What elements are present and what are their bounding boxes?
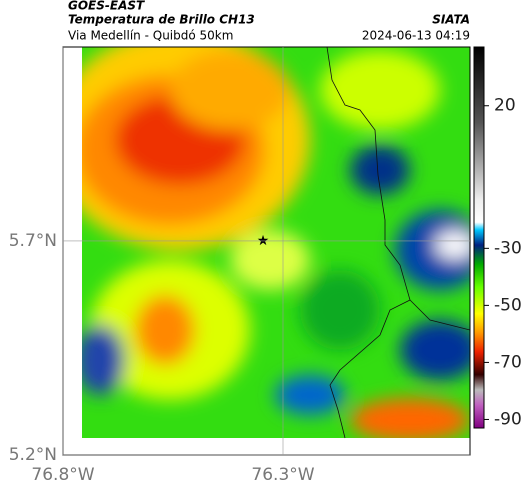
source: SIATA bbox=[432, 13, 470, 27]
datetime: 2024-06-13 04:19 bbox=[362, 29, 470, 43]
colorbar-tick-label: -70 bbox=[494, 352, 522, 372]
boundary bbox=[326, 46, 411, 439]
lon-tick-label: 76.3°W bbox=[251, 465, 314, 485]
colorbar-tick-label: 20 bbox=[494, 96, 516, 116]
colorbar-tick-label: -50 bbox=[494, 295, 522, 315]
colorbar-tick-label: -30 bbox=[494, 238, 522, 258]
product: Temperatura de Brillo CH13 bbox=[68, 13, 255, 27]
region: Via Medellín - Quibdó 50km bbox=[68, 29, 233, 43]
colorbar bbox=[473, 46, 485, 429]
colorbar-tick-label: -90 bbox=[494, 409, 522, 429]
lon-tick-label: 76.8°W bbox=[31, 465, 94, 485]
satellite: GOES-EAST bbox=[68, 0, 145, 13]
lat-tick-label: 5.7°N bbox=[9, 231, 57, 251]
brightness-field bbox=[82, 47, 470, 438]
boundary bbox=[409, 299, 471, 331]
lat-tick-label: 5.2°N bbox=[9, 445, 57, 465]
